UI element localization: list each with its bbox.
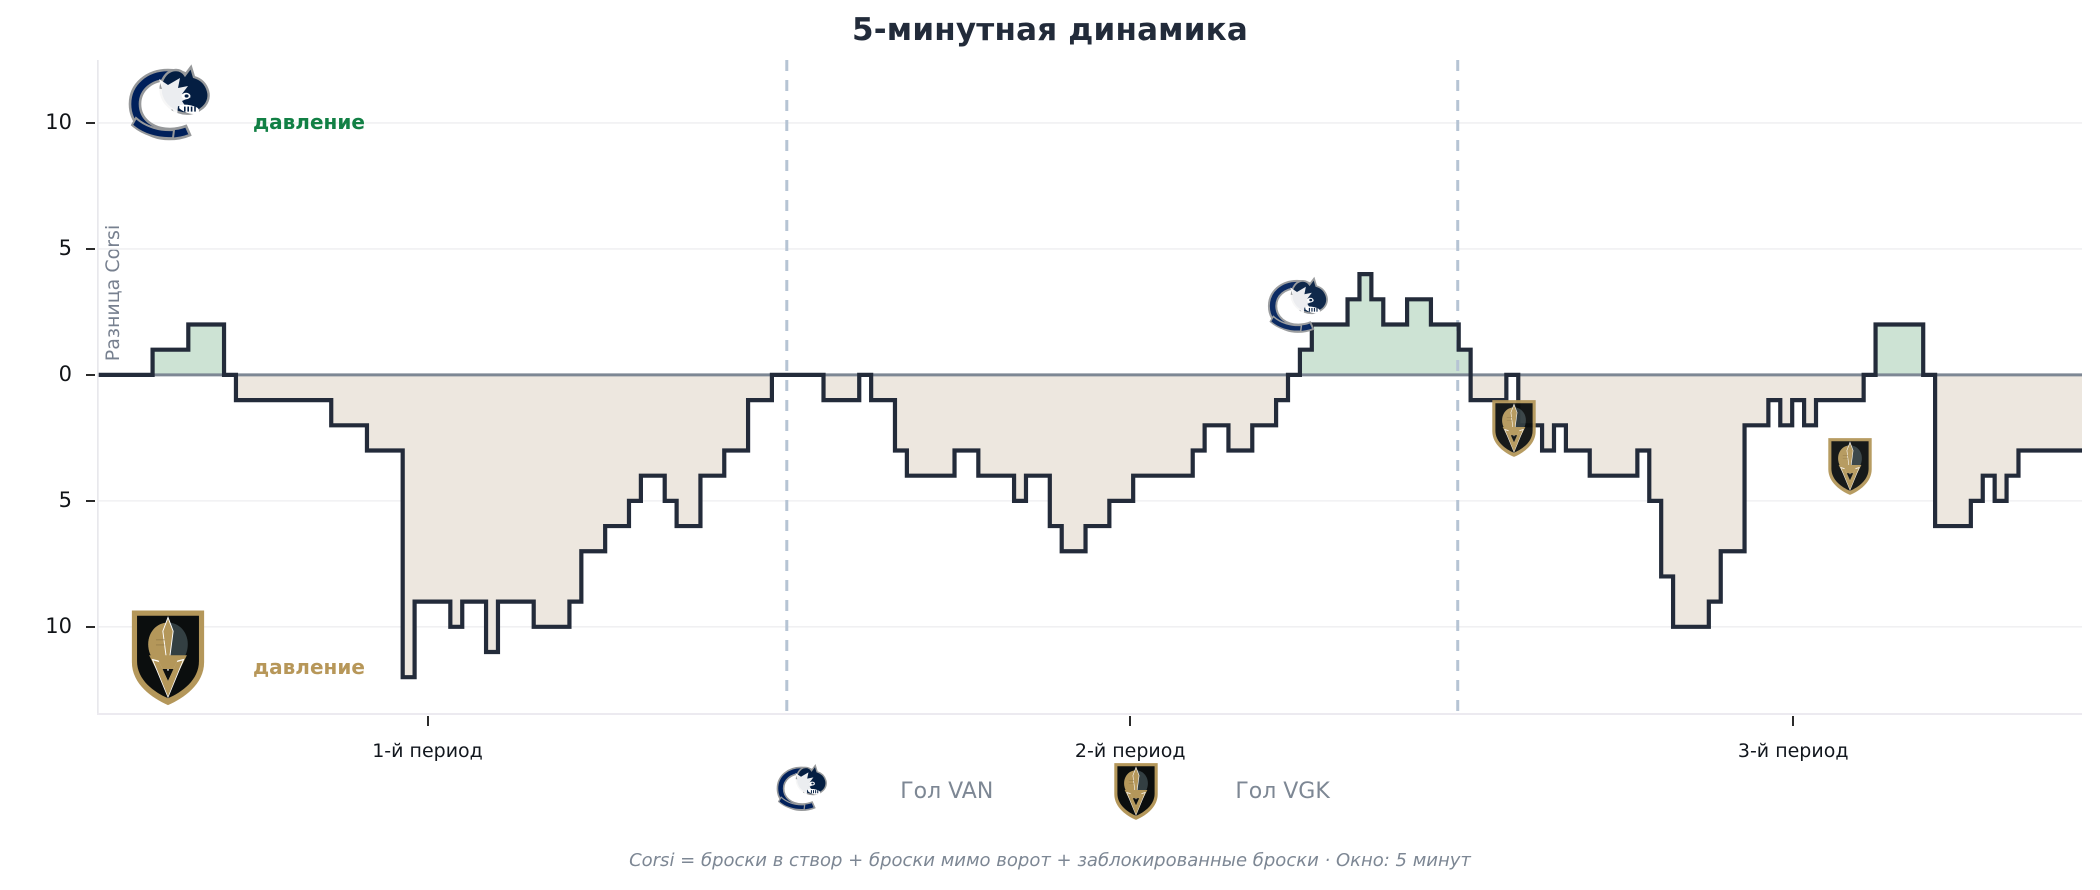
golden-knights-logo-icon: [1105, 760, 1167, 822]
goal-marker-vgk: [1824, 435, 1876, 497]
corsi-area-chart: [97, 60, 2082, 715]
plot-area: [97, 60, 2082, 715]
x-axis-tick-mark: [1792, 716, 1795, 726]
positive-area-fill: [97, 274, 1936, 375]
y-axis-tick-mark: [86, 499, 95, 502]
y-axis-tick-label: 10: [45, 109, 72, 134]
y-axis-tick-mark: [86, 625, 95, 628]
x-axis-tick-label: 2-й период: [1074, 740, 1186, 762]
y-axis-tick-mark: [86, 121, 95, 124]
legend-label-vgk-goal: Гол VGK: [1235, 778, 1330, 804]
y-axis-tick-mark: [86, 373, 95, 376]
y-axis-tick-label: 5: [58, 235, 72, 260]
x-axis-tick-label: 3-й период: [1737, 740, 1849, 762]
legend-label-van-goal: Гол VAN: [900, 778, 994, 804]
y-axis-tick-mark: [86, 247, 95, 250]
y-axis-tick-label: 0: [58, 361, 72, 386]
footer-note: Corsi = броски в створ + броски мимо вор…: [629, 850, 1471, 871]
period-dividers: [785, 60, 1460, 715]
corsi-step-line: [97, 272, 2082, 680]
x-axis-tick-mark: [1129, 716, 1132, 726]
y-axis-tick-label: 10: [45, 613, 72, 638]
goal-marker-vgk: [1488, 397, 1540, 459]
golden-knights-pressure-logo-icon: [125, 605, 211, 709]
legend-item-vgk-goal: Гол VGK: [1105, 760, 1330, 822]
y-axis-tick-label: 5: [58, 487, 72, 512]
canucks-logo-icon: [770, 760, 832, 822]
x-axis-tick-mark: [426, 716, 429, 726]
vgk-pressure-label: давление: [253, 655, 365, 679]
canucks-pressure-logo-icon: [118, 58, 218, 158]
legend-item-van-goal: Гол VAN: [770, 760, 993, 822]
goal-marker-van: [1260, 272, 1334, 346]
legend: Гол VAN Гол VGK: [0, 760, 2100, 822]
page-title: 5-минутная динамика: [851, 12, 1249, 48]
x-axis-tick-label: 1-й период: [372, 740, 483, 762]
van-pressure-label: давление: [253, 110, 365, 134]
